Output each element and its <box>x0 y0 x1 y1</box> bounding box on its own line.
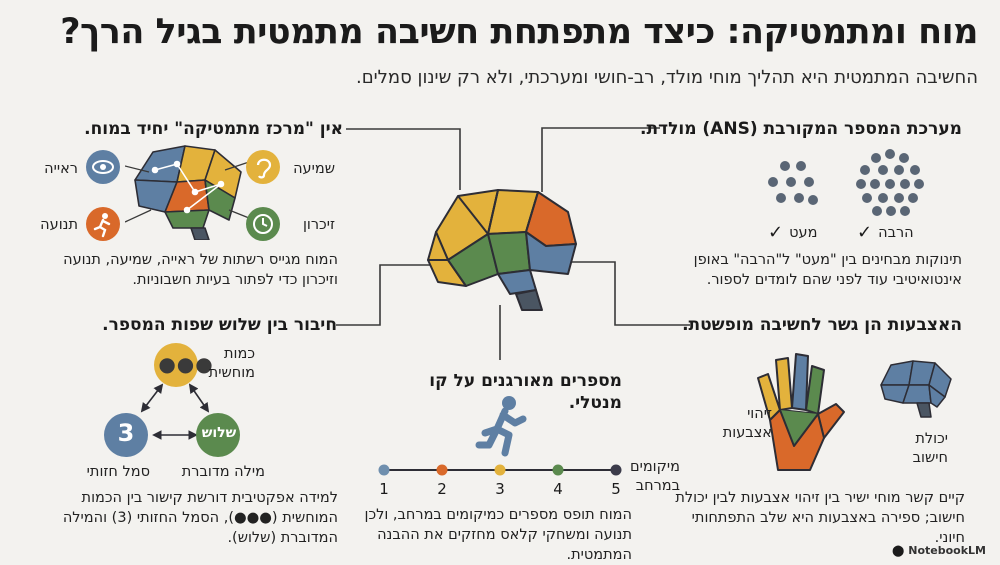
checkmark-icon: ✓ <box>768 222 784 243</box>
number-line-point <box>436 464 448 476</box>
fingers-title: האצבעות הן גשר לחשיבה מופשטת. <box>682 315 962 335</box>
languages-body: למידה אפקטיבית דורשת קישור בין הכמות המו… <box>62 490 338 546</box>
network-title: אין "מרכז מתמטיקה" יחיד במוח. <box>84 119 343 139</box>
eye-icon <box>86 150 120 184</box>
number-line <box>378 464 622 476</box>
number-line-tick-label: 5 <box>611 480 621 498</box>
number-line-labels: 1 2 3 4 5 <box>370 480 630 500</box>
ear-icon <box>246 150 280 184</box>
central-brain-icon <box>427 189 577 311</box>
few-dots-icon <box>768 161 818 205</box>
network-brain-icon <box>125 145 250 240</box>
number-line-point <box>378 464 390 476</box>
running-person-icon <box>475 396 527 457</box>
number-line-point <box>610 464 622 476</box>
many-label-group: הרבה ✓ <box>857 222 914 243</box>
number-line-tick-label: 3 <box>495 480 505 498</box>
number-line-point <box>552 464 564 476</box>
word-label: מילה מדוברת <box>181 464 265 480</box>
movement-label: תנועה <box>40 217 78 233</box>
brand-label: NotebookLM <box>908 544 986 557</box>
ans-body: תינוקות מבחינים בין "מעט" ל"הרבה" באופן … <box>693 252 962 288</box>
connector-fingers <box>572 261 690 326</box>
running-icon <box>86 207 120 241</box>
connector-network <box>346 128 461 190</box>
brand-badge: ⬤ NotebookLM <box>892 544 986 557</box>
network-body: המוח מגייס רשתות של ראייה, שמיעה, תנועה … <box>63 252 338 288</box>
languages-title: חיבור בין שלוש שפות המספר. <box>102 315 337 335</box>
quantity-label: כמות מוחשית <box>208 346 255 381</box>
word-circle: שלוש <box>201 425 237 441</box>
memory-label: זיכרון <box>302 217 335 233</box>
few-label-group: מעט ✓ <box>768 222 817 243</box>
checkmark-icon: ✓ <box>857 222 873 243</box>
symbol-label: סמל חזותי <box>86 464 150 480</box>
calc-label: יכולת חישוב <box>912 431 948 466</box>
number-line-tick-label: 2 <box>437 480 447 498</box>
quantity-dots-icon: ●●● <box>158 352 214 376</box>
colored-hand-icon <box>757 353 845 471</box>
connector-ans <box>541 127 660 192</box>
numberline-title: מספרים מאורגנים על קו מנטלי. <box>429 371 622 413</box>
ans-title: מערכת המספר המקורבת (ANS) מולדת. <box>640 119 962 139</box>
digit-circle: 3 <box>117 419 135 447</box>
page-subtitle: החשיבה המתמטית היא תהליך מוחי מולד, רב-ח… <box>355 67 978 88</box>
page-title: מוח ומתמטיקה: כיצד מתפתחת חשיבה מתמטית ב… <box>60 12 978 52</box>
clock-icon <box>246 207 280 241</box>
connector-languages <box>336 264 430 326</box>
finger-label: זיהוי אצבעות <box>722 406 772 441</box>
numberline-body: המוח תופס מספרים כמיקומים במרחב, ולכן תנ… <box>364 507 633 563</box>
number-line-tick-label: 1 <box>379 480 389 498</box>
number-line-tick-label: 4 <box>553 480 563 498</box>
axis-label: מיקומים במרחב <box>629 459 680 494</box>
number-line-point <box>494 464 506 476</box>
many-dots-icon <box>856 149 924 216</box>
small-brain-icon <box>880 360 952 418</box>
many-label: הרבה <box>878 224 914 241</box>
fingers-body: קיים קשר מוחי ישיר בין זיהוי אצבעות לבין… <box>675 490 965 546</box>
vision-label: ראייה <box>44 161 78 177</box>
few-label: מעט <box>789 224 818 241</box>
notebooklm-logo-icon: ⬤ <box>891 544 905 557</box>
triangle-diagram <box>104 343 240 457</box>
hearing-label: שמיעה <box>293 161 335 177</box>
